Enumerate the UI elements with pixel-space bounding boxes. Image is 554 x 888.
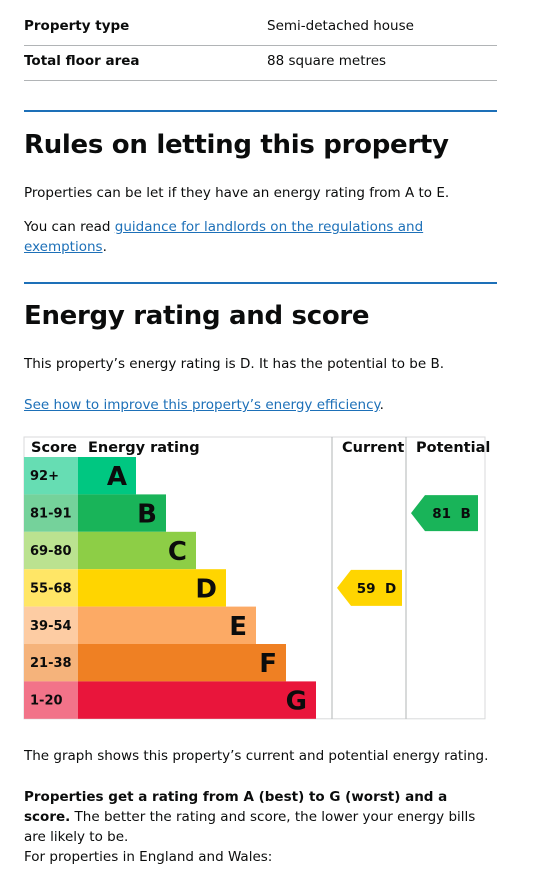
paragraph: See how to improve this property’s energ… [24,395,499,415]
summary-value: 88 square metres [267,53,387,69]
rating-bar [78,494,166,532]
text: You can read [24,219,115,235]
summary-label: Property type [24,18,130,34]
paragraph: Properties get a rating from A (best) to… [24,787,494,847]
text: . [102,239,107,255]
rating-bar [78,569,226,607]
summary-value: Semi-detached house [267,18,414,34]
paragraph: For properties in England and Wales: [24,849,273,865]
score-range: 69-80 [30,544,72,559]
score-range: 55-68 [30,581,72,596]
score-cell [24,569,78,607]
heading: Rules on letting this property [24,130,449,160]
potential-score: 81 [432,506,451,522]
potential-arrow [411,495,478,532]
bold-text: Properties get a rating from A (best) to… [24,789,448,825]
column-header: Score [31,440,77,456]
score-range: 81-91 [30,507,72,522]
rating-bar [78,457,136,495]
rating-letter: D [195,574,217,604]
rating-letter: C [168,537,187,567]
column-header: Current [342,440,404,456]
summary-row: Total floor area 88 square metres [24,45,497,81]
score-range: 1-20 [30,694,63,709]
heading: Energy rating and score [24,301,370,331]
score-range: 39-54 [30,619,72,634]
score-cell [24,494,78,532]
potential-rating: B [460,506,470,522]
potential-label: 81 B [432,506,471,522]
summary-row: Property type Semi-detached house [24,10,497,46]
summary-label: Total floor area [24,53,140,69]
link[interactable]: guidance for landlords on the regulation… [24,219,424,255]
rating-bar [78,531,196,570]
score-range: 21-38 [30,656,72,671]
column-header: Potential [416,440,490,456]
score-cell [24,457,78,495]
score-cell [24,606,78,644]
rating-bar [78,644,286,682]
rating-letter: A [107,462,127,492]
paragraph: You can read guidance for landlords on t… [24,217,499,257]
score-cell [24,531,78,570]
current-rating: D [385,581,396,597]
rating-bar [78,606,256,644]
link[interactable]: See how to improve this property’s energ… [24,397,380,413]
text: The better the rating and score, the low… [24,809,476,845]
section-rule [24,282,497,284]
paragraph: This property’s energy rating is D. It h… [24,356,445,372]
paragraph: Properties can be let if they have an en… [24,185,450,201]
rating-bar [78,681,316,719]
score-cell [24,644,78,682]
section-rule [24,110,497,112]
paragraph: The graph shows this property’s current … [24,748,489,764]
rating-letter: G [286,687,307,717]
column-header: Energy rating [88,440,200,456]
current-score: 59 [357,581,376,597]
current-arrow [337,569,402,606]
rating-letter: F [259,649,277,679]
current-label: 59 D [357,581,396,597]
score-cell [24,681,78,719]
text: . [379,397,384,413]
score-range: 92+ [30,469,59,484]
rating-letter: B [137,500,157,530]
rating-letter: E [229,612,247,642]
